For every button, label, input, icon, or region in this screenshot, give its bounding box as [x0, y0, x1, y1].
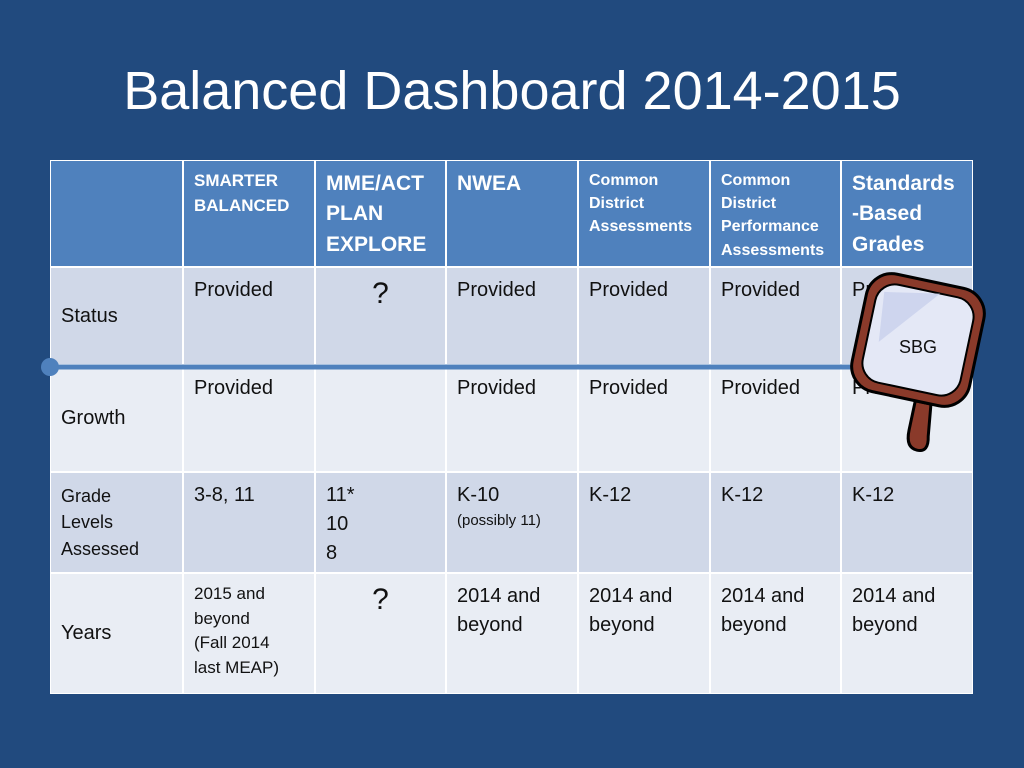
column-header: Common District Performance Assessments: [710, 160, 841, 267]
table-cell: Provided: [710, 267, 841, 365]
table-cell: Provided: [183, 365, 315, 472]
cell-text: Provided: [194, 377, 273, 399]
cell-text: Provided: [589, 279, 668, 301]
mirror-shine: [878, 291, 941, 342]
cell-text: K-12: [852, 484, 895, 506]
cell-text: 2015 and beyond (Fall 2014 last MEAP): [194, 584, 280, 677]
cell-text: Provided: [721, 377, 800, 399]
cell-text: ?: [372, 277, 389, 310]
table-cell: 3-8, 11: [183, 472, 315, 573]
cell-text: Provided: [589, 377, 668, 399]
cell-text: 2014 and beyond: [589, 585, 673, 636]
slide-title: Balanced Dashboard 2014-2015: [123, 61, 901, 121]
cell-text: K-12: [589, 484, 632, 506]
column-header: NWEA: [446, 160, 578, 267]
cell-text: 2014 and beyond: [852, 585, 936, 636]
table-cell: Provided: [183, 267, 315, 365]
table-cell: Provided: [710, 365, 841, 472]
table-cell: [315, 365, 446, 472]
table-cell: 2014 and beyond: [578, 573, 710, 694]
cell-text: ?: [372, 583, 389, 616]
table-cell: K-12: [578, 472, 710, 573]
cell-text: 2014 and beyond: [721, 585, 805, 636]
table-cell: K-10 (possibly 11): [446, 472, 578, 573]
cell-text: K-12: [721, 484, 764, 506]
row-label: Years: [50, 573, 183, 694]
cell-text: K-10: [457, 484, 500, 506]
row-label: Status: [50, 267, 183, 365]
cell-note: (possibly 11): [457, 512, 541, 529]
table-cell: 2015 and beyond (Fall 2014 last MEAP): [183, 573, 315, 694]
mirror-label: SBG: [899, 337, 937, 357]
table-cell: K-12: [841, 472, 973, 573]
row-label-text: Growth: [61, 407, 126, 429]
table-cell: Provided: [578, 267, 710, 365]
row-label: Growth: [50, 365, 183, 472]
mirror: [850, 272, 986, 453]
row-label-text: Years: [61, 622, 112, 644]
row-label-text: Grade Levels Assessed: [61, 486, 140, 559]
table-cell: ?: [315, 573, 446, 694]
table-cell: 2014 and beyond: [841, 573, 973, 694]
cell-text: 3-8, 11: [194, 484, 255, 506]
cell-text: Provided: [457, 377, 536, 399]
arrow-dot: [41, 358, 59, 376]
column-header: Standards -Based Grades: [841, 160, 973, 267]
table-cell: ?: [315, 267, 446, 365]
cell-text: 2014 and beyond: [457, 585, 541, 636]
table-cell: K-12: [710, 472, 841, 573]
cell-text: 11* 10 8: [326, 484, 355, 564]
header-corner: [50, 160, 183, 267]
cell-text: Provided: [194, 279, 273, 301]
table-cell: 2014 and beyond: [446, 573, 578, 694]
column-header: Common District Assessments: [578, 160, 710, 267]
row-label-text: Status: [61, 304, 118, 327]
table-cell: Provided: [446, 365, 578, 472]
cell-text: Provided: [457, 279, 536, 301]
table-cell: 2014 and beyond: [710, 573, 841, 694]
cell-text: Provided: [721, 279, 800, 301]
column-header: SMARTER BALANCED: [183, 160, 315, 267]
table-cell: 11* 10 8: [315, 472, 446, 573]
row-label: Grade Levels Assessed: [50, 472, 183, 573]
mirror-handle: [906, 398, 933, 453]
column-header: MME/ACT PLAN EXPLORE: [315, 160, 446, 267]
table-cell: Provided: [446, 267, 578, 365]
table-cell: Provided: [578, 365, 710, 472]
